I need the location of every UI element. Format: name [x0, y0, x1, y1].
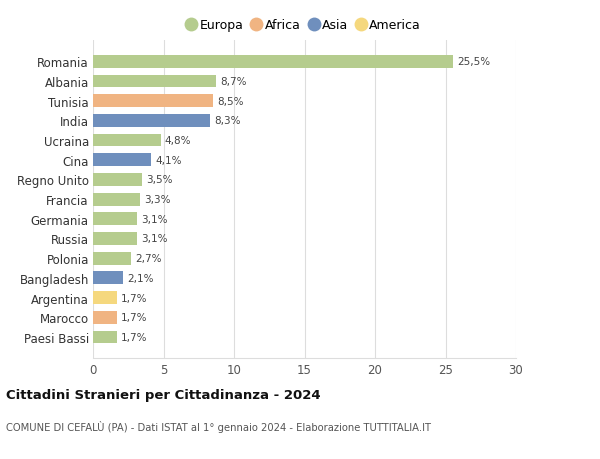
Text: 8,7%: 8,7% — [220, 77, 247, 87]
Text: 25,5%: 25,5% — [457, 57, 490, 67]
Bar — [93, 233, 137, 246]
Bar — [93, 56, 452, 68]
Bar — [93, 115, 210, 128]
Bar — [93, 331, 117, 344]
Text: 1,7%: 1,7% — [121, 293, 148, 303]
Bar — [93, 272, 122, 285]
Text: 2,1%: 2,1% — [127, 273, 154, 283]
Text: 3,1%: 3,1% — [141, 234, 167, 244]
Bar — [93, 154, 151, 167]
Bar — [93, 95, 213, 108]
Bar — [93, 174, 142, 186]
Text: 1,7%: 1,7% — [121, 332, 148, 342]
Bar — [93, 134, 161, 147]
Text: 4,1%: 4,1% — [155, 155, 182, 165]
Text: 2,7%: 2,7% — [136, 254, 162, 263]
Text: Cittadini Stranieri per Cittadinanza - 2024: Cittadini Stranieri per Cittadinanza - 2… — [6, 388, 320, 401]
Text: 1,7%: 1,7% — [121, 313, 148, 323]
Bar — [93, 75, 215, 88]
Text: 8,5%: 8,5% — [217, 96, 244, 106]
Bar — [93, 291, 117, 304]
Text: COMUNE DI CEFALÙ (PA) - Dati ISTAT al 1° gennaio 2024 - Elaborazione TUTTITALIA.: COMUNE DI CEFALÙ (PA) - Dati ISTAT al 1°… — [6, 420, 431, 432]
Bar — [93, 193, 140, 206]
Legend: Europa, Africa, Asia, America: Europa, Africa, Asia, America — [188, 19, 421, 32]
Text: 4,8%: 4,8% — [165, 136, 191, 146]
Text: 3,3%: 3,3% — [144, 195, 170, 205]
Text: 8,3%: 8,3% — [214, 116, 241, 126]
Bar — [93, 252, 131, 265]
Bar — [93, 213, 137, 226]
Text: 3,5%: 3,5% — [146, 175, 173, 185]
Bar — [93, 311, 117, 324]
Text: 3,1%: 3,1% — [141, 214, 167, 224]
